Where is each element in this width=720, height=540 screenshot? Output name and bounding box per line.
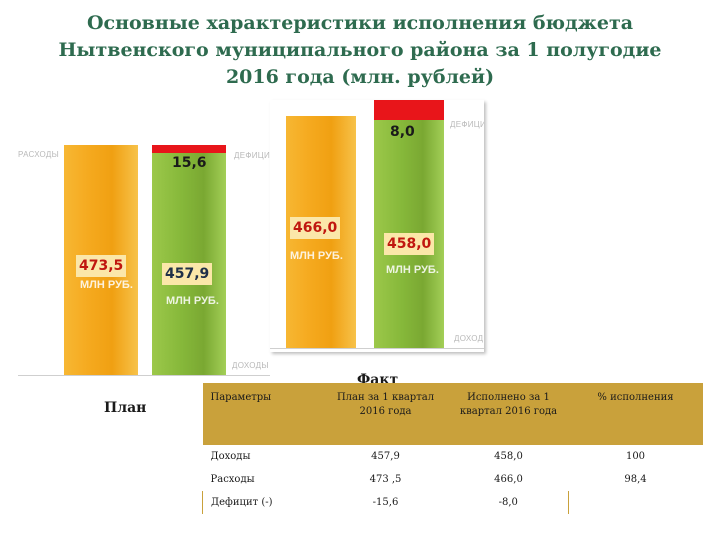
fact-income-axis-label: ДОХОД	[454, 334, 484, 343]
row-expenses-fact: 466,0	[494, 474, 523, 485]
plan-expenses-unit: МЛН РУБ.	[80, 279, 133, 291]
fact-expenses-unit: МЛН РУБ.	[290, 250, 343, 262]
table-row: Доходы 457,9 458,0 100	[203, 445, 703, 468]
fact-chart: ДЕФИЦИТ ДОХОД МЛН РУБ. МЛН РУБ. 466,0 45…	[270, 100, 484, 352]
row-income-fact: 458,0	[494, 451, 523, 462]
expenses-axis-label: РАСХОДЫ	[18, 150, 60, 159]
plan-caption: План	[104, 400, 147, 416]
fact-deficit-axis-label: ДЕФИЦИТ	[450, 120, 484, 129]
row-deficit-fact: -8,0	[498, 497, 518, 508]
plan-deficit-bar	[152, 145, 226, 153]
row-income-percent: 100	[625, 451, 646, 462]
plan-income-unit: МЛН РУБ.	[166, 295, 219, 307]
plan-chart: РАСХОДЫ ДЕФИЦИТ ДОХОДЫ МЛН РУБ. МЛН РУБ.…	[18, 145, 270, 381]
income-axis-label: ДОХОДЫ	[232, 361, 269, 370]
header-executed: Исполнено за 1 квартал 2016 года	[448, 383, 569, 445]
fact-expenses-value: 466,0	[290, 217, 341, 239]
plan-income-value: 457,9	[162, 263, 213, 285]
header-plan: План за 1 квартал 2016 года	[322, 383, 449, 445]
header-percent: % исполнения	[568, 383, 703, 445]
chart-title: Основные характеристики исполнения бюдже…	[58, 12, 662, 88]
row-expenses-percent: 98,4	[624, 474, 647, 485]
table-row: Дефицит (-) -15,6 -8,0	[202, 491, 703, 514]
header-parameters: Параметры	[202, 383, 323, 445]
row-income-plan: 457,9	[371, 451, 400, 462]
budget-table: Параметры План за 1 квартал 2016 года Ис…	[202, 383, 703, 514]
row-deficit-percent	[568, 491, 703, 514]
row-deficit-plan: -15,6	[372, 497, 399, 508]
deficit-axis-label: ДЕФИЦИТ	[234, 151, 270, 160]
row-expenses-plan: 473 ,5	[369, 474, 402, 485]
table-row: Расходы 473 ,5 466,0 98,4	[203, 468, 703, 491]
plan-expenses-value: 473,5	[76, 255, 127, 277]
row-expenses-label: Расходы	[210, 474, 255, 485]
row-income-label: Доходы	[210, 451, 251, 462]
fact-deficit-bar	[374, 100, 444, 120]
row-deficit-label: Дефицит (-)	[202, 491, 323, 514]
fact-income-value: 458,0	[384, 233, 435, 255]
plan-deficit-value: 15,6	[172, 155, 207, 171]
fact-income-unit: МЛН РУБ.	[386, 264, 439, 276]
plan-baseline	[18, 375, 270, 376]
fact-baseline	[270, 348, 484, 349]
fact-deficit-value: 8,0	[390, 124, 415, 140]
table-header-row: Параметры План за 1 квартал 2016 года Ис…	[202, 383, 703, 445]
